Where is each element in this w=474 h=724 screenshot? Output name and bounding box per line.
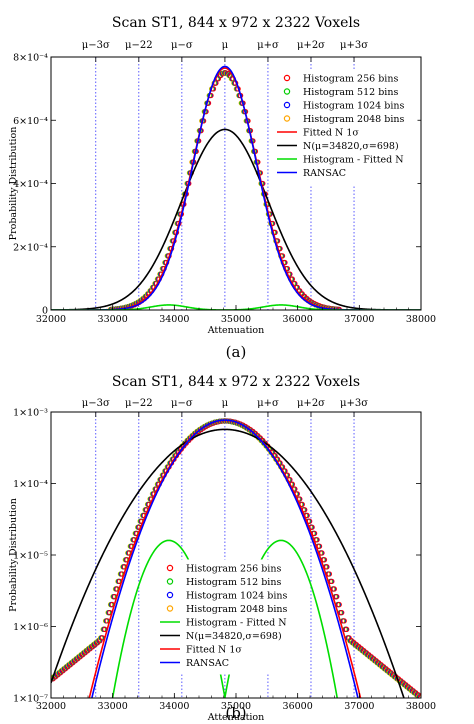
y-tick-label: 6×10⁻⁴ bbox=[13, 116, 48, 127]
legend-label: RANSAC bbox=[186, 658, 229, 669]
sigma-label: μ bbox=[222, 398, 229, 409]
x-tick-label: 37000 bbox=[344, 314, 374, 325]
sigma-label: μ−3σ bbox=[82, 398, 110, 409]
histogram-point bbox=[339, 610, 345, 616]
legend-label: Histogram - Fitted N bbox=[303, 155, 404, 166]
sigma-label: μ+2σ bbox=[297, 398, 325, 409]
y-tick-label: 8×10⁻⁴ bbox=[13, 53, 48, 64]
legend-marker bbox=[283, 74, 291, 82]
histogram-point bbox=[316, 543, 323, 549]
sigma-label: μ+σ bbox=[257, 40, 279, 51]
legend-label: Histogram 2048 bins bbox=[186, 604, 287, 615]
x-tick-label: 32000 bbox=[36, 314, 66, 325]
panel-caption: (b) bbox=[225, 704, 246, 722]
x-tick-label: 33000 bbox=[98, 701, 128, 712]
y-tick-label: 1×10⁻⁴ bbox=[13, 479, 48, 490]
legend-label: RANSAC bbox=[303, 168, 346, 179]
x-tick-label: 35000 bbox=[221, 701, 251, 712]
histogram-point bbox=[341, 618, 347, 624]
x-tick-label: 36000 bbox=[283, 701, 313, 712]
histogram-point bbox=[336, 601, 342, 608]
x-tick-label: 34000 bbox=[159, 314, 189, 325]
legend-marker bbox=[283, 115, 291, 122]
legend-label: N(μ=34820,σ=698) bbox=[303, 141, 399, 152]
x-tick-label: 35000 bbox=[221, 314, 251, 325]
chart-title: Scan ST1, 844 x 972 x 2322 Voxels bbox=[112, 15, 360, 31]
legend-marker bbox=[283, 101, 291, 109]
x-tick-label: 33000 bbox=[98, 314, 128, 325]
legend-label: Histogram 256 bins bbox=[186, 564, 281, 575]
histogram-point bbox=[314, 537, 320, 543]
legend-label: Histogram 512 bins bbox=[303, 87, 398, 98]
series-line bbox=[51, 428, 405, 698]
legend-label: Histogram 1024 bins bbox=[303, 101, 404, 112]
y-tick-label: 0 bbox=[42, 306, 48, 317]
legend-marker bbox=[166, 591, 174, 599]
y-tick-label: 1×10⁻³ bbox=[13, 408, 48, 419]
x-tick-label: 36000 bbox=[283, 314, 313, 325]
x-tick-label: 34000 bbox=[159, 701, 189, 712]
series-line bbox=[91, 419, 359, 698]
histogram-point bbox=[344, 626, 350, 632]
legend-marker bbox=[166, 564, 174, 572]
legend-label: Histogram - Fitted N bbox=[186, 618, 287, 629]
legend-label: Histogram 1024 bins bbox=[186, 591, 287, 602]
histogram-point bbox=[326, 571, 333, 577]
legend: Histogram 256 bins Histogram 512 bins Hist… bbox=[155, 559, 297, 675]
legend-marker bbox=[283, 88, 291, 95]
legend-label: Histogram 512 bins bbox=[186, 577, 281, 588]
histogram-point bbox=[321, 557, 328, 563]
y-tick-label: 1×10⁻⁷ bbox=[13, 694, 48, 705]
legend-label: N(μ=34820,σ=698) bbox=[186, 631, 282, 642]
y-axis-label: Probability Distribution bbox=[8, 127, 19, 241]
legend-label: Fitted N 1σ bbox=[303, 128, 359, 139]
histogram-point bbox=[311, 530, 318, 537]
legend-box bbox=[272, 69, 418, 185]
sigma-label: μ−σ bbox=[171, 398, 193, 409]
legend: Histogram 256 bins Histogram 512 bins Hist… bbox=[272, 69, 418, 185]
x-tick-label: 32000 bbox=[36, 701, 66, 712]
panel-caption: (a) bbox=[226, 343, 247, 361]
sigma-label: μ+3σ bbox=[340, 398, 368, 409]
y-axis-label: Probability Distribution bbox=[8, 498, 19, 612]
y-tick-label: 4×10⁻⁴ bbox=[13, 179, 48, 190]
sigma-label: μ−3σ bbox=[82, 40, 110, 51]
y-tick-label: 2×10⁻⁴ bbox=[13, 242, 48, 253]
legend-marker bbox=[166, 605, 174, 612]
sigma-label: μ−22 bbox=[125, 398, 153, 409]
x-tick-label: 38000 bbox=[406, 701, 436, 712]
x-tick-label: 37000 bbox=[344, 701, 374, 712]
histogram-point bbox=[331, 586, 337, 592]
x-tick-label: 38000 bbox=[406, 314, 436, 325]
sigma-label: μ bbox=[222, 40, 229, 51]
histogram-point bbox=[329, 578, 335, 585]
histogram-point bbox=[324, 564, 330, 570]
sigma-label: μ+2σ bbox=[297, 40, 325, 51]
histogram-point bbox=[309, 524, 315, 530]
chart-title: Scan ST1, 844 x 972 x 2322 Voxels bbox=[112, 374, 360, 390]
sigma-label: μ−22 bbox=[125, 40, 153, 51]
y-tick-label: 1×10⁻⁶ bbox=[13, 622, 48, 633]
sigma-label: μ+3σ bbox=[340, 40, 368, 51]
sigma-label: μ+σ bbox=[257, 398, 279, 409]
y-tick-label: 1×10⁻⁵ bbox=[13, 551, 48, 562]
legend-label: Histogram 2048 bins bbox=[303, 114, 404, 125]
x-axis-label: Attenuation bbox=[207, 712, 265, 723]
histogram-point bbox=[319, 550, 325, 556]
x-axis-label: Attenuation bbox=[207, 325, 265, 336]
legend-box bbox=[155, 559, 297, 675]
histogram-point bbox=[334, 594, 340, 600]
legend-label: Histogram 256 bins bbox=[303, 74, 398, 85]
sigma-label: μ−σ bbox=[171, 40, 193, 51]
legend-label: Fitted N 1σ bbox=[186, 645, 242, 656]
legend-marker bbox=[166, 578, 174, 585]
